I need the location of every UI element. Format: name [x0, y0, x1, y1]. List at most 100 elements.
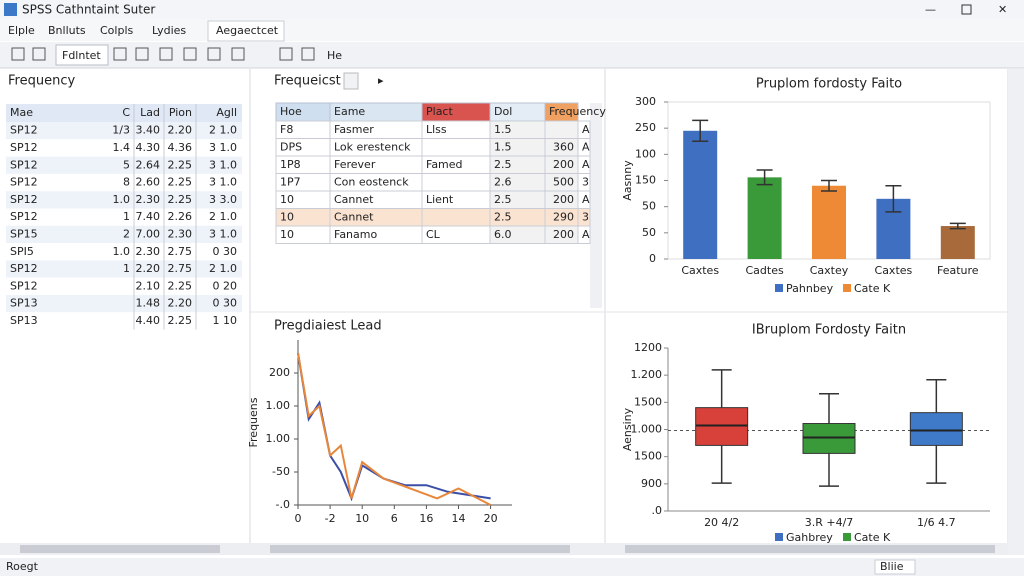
minimize-button[interactable]: — [925, 3, 936, 16]
bar [940, 226, 975, 259]
table-cell: 0 30 [213, 297, 238, 310]
table-cell: Cannet [334, 193, 374, 206]
table-cell: SP12 [10, 124, 38, 137]
table-cell: A [582, 123, 590, 136]
error-bar [821, 179, 837, 192]
toolbar-icons [11, 47, 315, 61]
y-tick-label: 1200 [634, 341, 662, 354]
table-cell: 200 [553, 228, 574, 241]
table-row [6, 208, 242, 226]
scroll-thumb[interactable] [20, 545, 220, 553]
scrollbar[interactable] [1008, 69, 1024, 555]
table-cell: 10 [280, 228, 294, 241]
table-cell: 2.25 [168, 193, 193, 206]
menu-item[interactable]: Aegaectcet [216, 24, 279, 37]
table-cell: 10 [280, 210, 294, 223]
toolbar-label[interactable]: Fdlntet [62, 49, 101, 62]
table-cell: 5 [123, 158, 130, 171]
tool-icon[interactable] [135, 47, 149, 61]
table-cell: 1/3 [112, 124, 130, 137]
maximize-button[interactable] [961, 4, 972, 15]
table-cell: 2.20 [168, 297, 193, 310]
menu-item[interactable]: Lydies [152, 24, 186, 37]
column-header: Hoe [280, 105, 302, 118]
status-field [874, 559, 916, 575]
table-row [6, 295, 242, 313]
chart-title: IBruplom Fordosty Faitn [752, 323, 906, 338]
scrollbar[interactable] [590, 103, 602, 308]
y-tick-label: 200 [269, 366, 290, 379]
tool-icon[interactable] [159, 47, 173, 61]
error-bar [756, 169, 773, 186]
table-cell: 1.5 [494, 123, 512, 136]
table-cell: SP15 [10, 227, 38, 240]
panel-title: Frequeicst [274, 74, 341, 89]
box [909, 412, 963, 446]
column-header: Agll [216, 106, 237, 119]
table-cell: 2 1.0 [209, 210, 237, 223]
table-row [6, 139, 242, 157]
tool-icon[interactable] [11, 47, 25, 61]
toolbar-label[interactable]: He [327, 49, 342, 62]
chart-title: Pregdiaiest Lead [274, 319, 382, 334]
tool-icon[interactable] [301, 47, 315, 61]
x-tick-label: 0 [295, 512, 302, 525]
bar [747, 177, 782, 259]
tool-icon[interactable] [207, 47, 221, 61]
panel-button[interactable] [343, 72, 359, 90]
table-row [6, 122, 242, 140]
menu-item[interactable]: Bnlluts [48, 24, 86, 37]
window-title: SPSS Cathntaint Suter [22, 3, 155, 17]
x-tick-label: 16 [419, 512, 433, 525]
tool-icon[interactable] [231, 47, 245, 61]
table-cell: 7.40 [136, 210, 161, 223]
tool-icon[interactable] [279, 47, 293, 61]
bar [683, 130, 718, 259]
toolbar-field[interactable] [55, 44, 109, 66]
column-header: Pion [169, 106, 192, 119]
table-cell-bg [577, 225, 591, 244]
table-cell: 2.25 [168, 314, 193, 327]
table-cell: 4.36 [168, 141, 193, 154]
legend-swatch [843, 284, 851, 292]
table-header [6, 104, 242, 122]
table-cell: DPS [280, 140, 302, 153]
x-tick-label: Caxtey [810, 264, 849, 277]
table-cell: 2.5 [494, 210, 512, 223]
tool-icon[interactable] [113, 47, 127, 61]
dropdown-arrow[interactable]: ▸ [378, 74, 384, 87]
chart-title: Pruplom fordosty Faito [756, 77, 902, 92]
x-tick-label: Feature [937, 264, 979, 277]
scroll-thumb[interactable] [625, 545, 995, 553]
table-cell: 2.25 [168, 279, 193, 292]
column-header: C [122, 106, 130, 119]
error-bar [692, 119, 709, 142]
table-row [6, 156, 242, 174]
table-cell: 2 1.0 [209, 124, 237, 137]
table-cell: 2.5 [494, 158, 512, 171]
table-row [6, 312, 242, 330]
table-cell: 2.64 [136, 158, 161, 171]
table-cell: 2 1.0 [209, 262, 237, 275]
table-cell: Ferever [334, 158, 376, 171]
table-cell: A [582, 228, 590, 241]
scroll-thumb[interactable] [270, 545, 570, 553]
table-cell: SP12 [10, 193, 38, 206]
status-bar [0, 558, 1024, 576]
table-cell: 2.26 [168, 210, 193, 223]
table-cell: 10 [280, 193, 294, 206]
table-cell: 6.0 [494, 228, 512, 241]
table-cell-bg [421, 208, 491, 227]
table-cell: 8 [123, 176, 130, 189]
toolbar [0, 42, 1024, 68]
table-cell-bg [421, 138, 491, 157]
tool-icon[interactable] [32, 47, 46, 61]
table-row [6, 260, 242, 278]
close-button[interactable]: ✕ [998, 3, 1007, 16]
tool-icon[interactable] [183, 47, 197, 61]
menu-item[interactable]: Elple [8, 24, 35, 37]
menu-item[interactable]: Colpls [100, 24, 134, 37]
table-cell: 1 10 [213, 314, 238, 327]
table-cell: 3 [582, 210, 589, 223]
table-cell: SPI5 [10, 245, 34, 258]
